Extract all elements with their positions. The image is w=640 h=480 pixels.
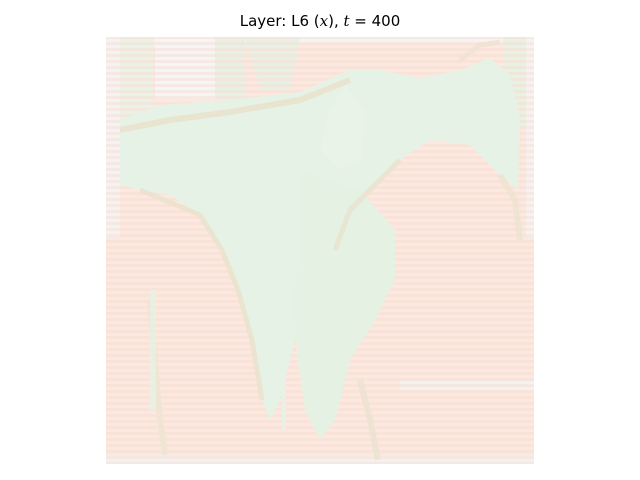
heatmap-edge bbox=[139, 187, 265, 401]
heatmap-edge bbox=[458, 39, 501, 62]
heatmap-region-positive bbox=[320, 85, 365, 170]
heatmap-streak bbox=[318, 310, 322, 430]
heatmap-streak bbox=[150, 290, 156, 410]
heatmap-streak bbox=[282, 320, 286, 430]
chart-title-prefix: Layer: L6 ( bbox=[239, 12, 320, 30]
heatmap-edge bbox=[497, 173, 523, 241]
chart-title-var: x bbox=[319, 12, 329, 30]
chart-title-middle: ), bbox=[328, 12, 344, 30]
heatmap-edge bbox=[119, 77, 352, 133]
heatmap-edge bbox=[357, 379, 381, 461]
heatmap-edge bbox=[332, 158, 402, 251]
chart-title: Layer: L6 (x), t = 400 bbox=[0, 12, 640, 30]
chart-title-suffix: = 400 bbox=[349, 12, 401, 30]
chart-title-t-symbol: t bbox=[343, 12, 350, 30]
heatmap-region-positive bbox=[292, 170, 395, 440]
